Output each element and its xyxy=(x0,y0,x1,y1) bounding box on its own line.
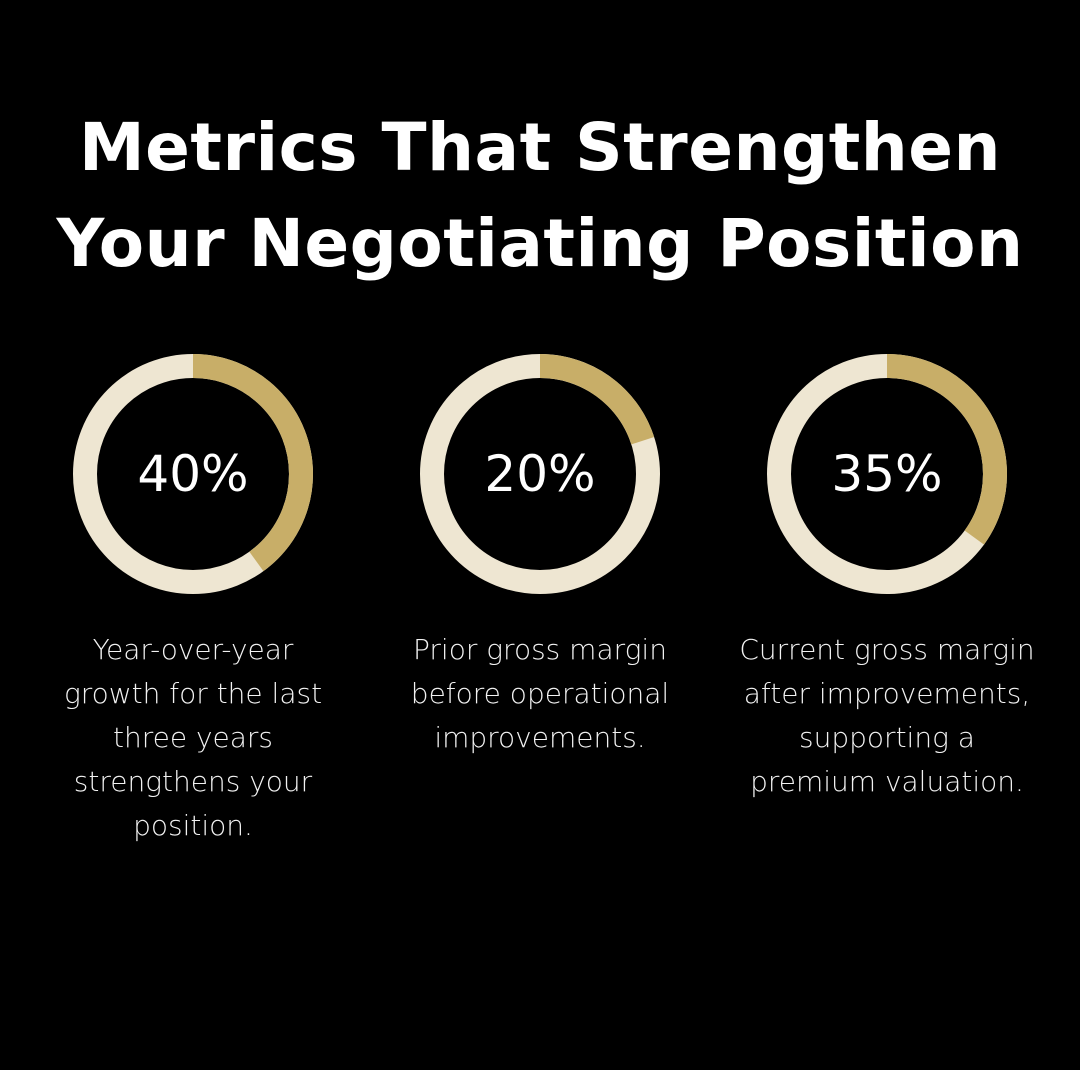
page-title: Metrics That Strengthen Your Negotiating… xyxy=(56,109,1024,282)
donut-chart xyxy=(420,354,660,594)
donut-fill xyxy=(767,354,1007,594)
donut-fill xyxy=(420,354,660,594)
donut-chart xyxy=(73,354,313,594)
metric-description: Prior gross margin before operational im… xyxy=(410,633,670,754)
donut-chart xyxy=(767,354,1007,594)
percent-label: 20% xyxy=(484,445,596,503)
percent-label: 40% xyxy=(137,445,249,503)
donut-fill xyxy=(73,354,313,594)
percent-label: 35% xyxy=(831,445,943,503)
metric-description: Year-over-year growth for the last three… xyxy=(63,633,323,842)
metric-description: Current gross margin after improvements,… xyxy=(739,633,1035,798)
